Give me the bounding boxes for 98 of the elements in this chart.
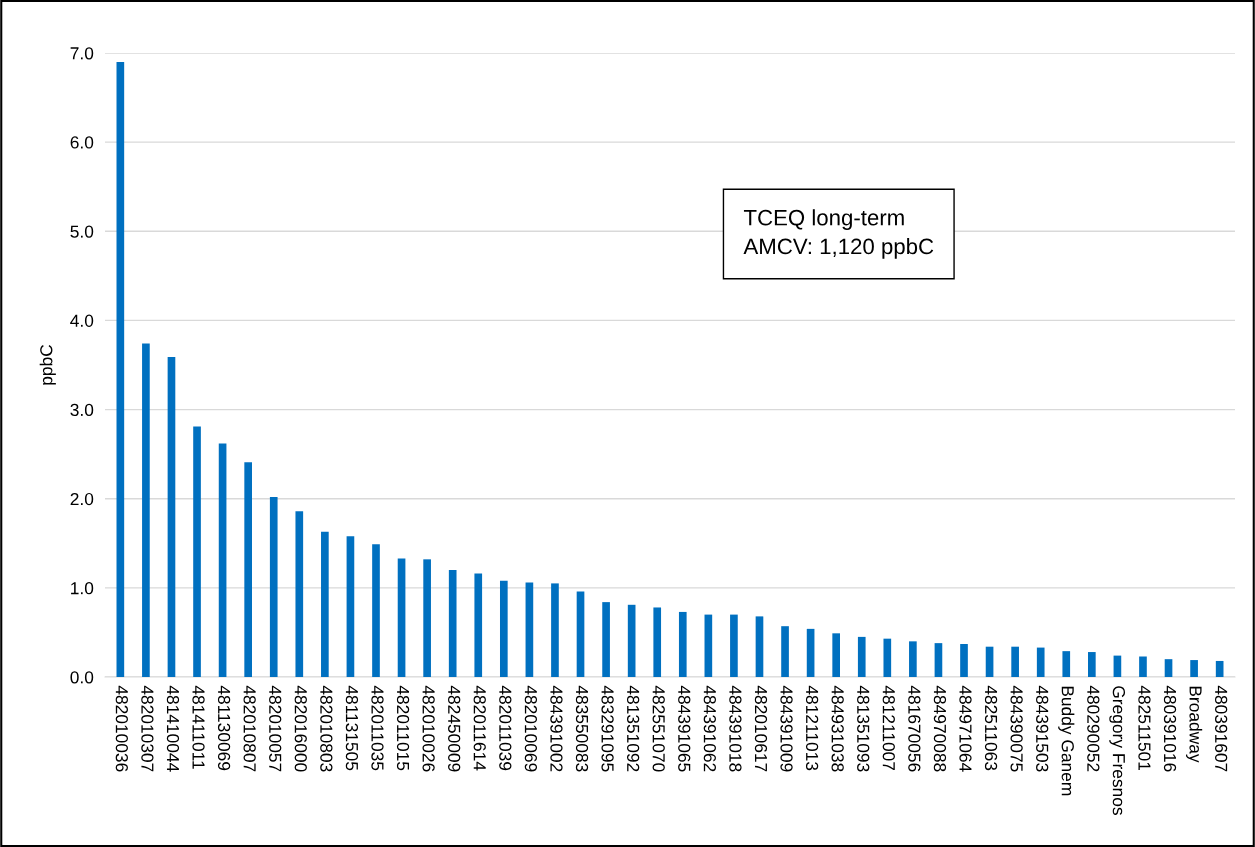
bar xyxy=(346,536,355,677)
y-tick-label: 7.0 xyxy=(70,47,94,60)
bar xyxy=(372,544,380,677)
x-tick-label: 482010617 xyxy=(754,685,768,772)
x-tick-label: 482511063 xyxy=(984,685,998,771)
x-tick-label: 482450009 xyxy=(448,685,461,772)
bar xyxy=(857,636,866,677)
x-tick-label: 482010036 xyxy=(115,685,128,772)
x-tick-label: 482011015 xyxy=(396,685,410,771)
bar xyxy=(576,591,585,677)
bar xyxy=(321,531,329,677)
bar xyxy=(397,558,406,677)
y-tick-label: 2.0 xyxy=(70,492,94,506)
bar xyxy=(448,570,457,677)
x-tick-label: 484391018 xyxy=(729,685,742,772)
x-tick-label: 482016000 xyxy=(294,685,307,772)
x-tick-label: Buddy Ganem xyxy=(1058,686,1075,796)
bar xyxy=(193,426,201,677)
bar xyxy=(1215,660,1224,677)
bar xyxy=(678,611,687,677)
x-tick-label: 484391009 xyxy=(780,685,793,772)
bar xyxy=(1062,651,1071,677)
bar xyxy=(960,644,968,677)
x-tick-label: 480290052 xyxy=(1087,685,1100,772)
bar xyxy=(1139,656,1147,677)
x-tick-label: 480391016 xyxy=(1163,685,1177,772)
x-tick-label: 482010307 xyxy=(141,685,154,772)
y-tick-label: 3.0 xyxy=(70,403,94,417)
bar xyxy=(295,511,304,677)
bar xyxy=(781,626,789,677)
x-tick-label: 484391002 xyxy=(550,685,563,772)
x-tick-label: 484931038 xyxy=(831,685,844,772)
bar xyxy=(142,343,150,677)
bar xyxy=(806,628,815,677)
y-tick-label: 0.0 xyxy=(70,671,94,684)
x-tick-label: 482010026 xyxy=(422,685,435,772)
bar xyxy=(167,356,176,677)
bar xyxy=(730,614,738,677)
x-tick-label: 482511501 xyxy=(1138,685,1151,771)
bar xyxy=(883,638,892,677)
bar xyxy=(1088,652,1096,677)
x-tick-label: 484391503 xyxy=(1036,685,1049,772)
x-tick-label: 482011614 xyxy=(473,685,486,771)
x-tick-label: 484971064 xyxy=(959,685,972,772)
bar xyxy=(244,462,252,677)
x-tick-label: 483291095 xyxy=(601,685,614,772)
bar xyxy=(525,582,534,677)
x-tick-label: 481670056 xyxy=(908,685,921,772)
bar xyxy=(909,641,917,677)
x-tick-label: 484970088 xyxy=(933,685,947,772)
y-tick-label: 6.0 xyxy=(70,136,94,149)
x-tick-label: 481131505 xyxy=(345,685,359,771)
x-tick-label: 481351093 xyxy=(857,685,870,772)
bar xyxy=(602,602,610,677)
bar xyxy=(1113,655,1122,677)
x-tick-label: 481211013 xyxy=(805,685,819,771)
x-tick-label: 481351092 xyxy=(626,685,640,772)
bar xyxy=(474,573,483,677)
bar xyxy=(423,559,431,677)
x-tick-label: 484390075 xyxy=(1010,685,1023,772)
y-tick-label: 5.0 xyxy=(70,225,94,238)
x-tick-label: 481211007 xyxy=(882,685,895,771)
bar xyxy=(1011,646,1019,677)
x-tick-label: 482010069 xyxy=(524,685,538,772)
x-tick-label: 481130069 xyxy=(217,685,231,771)
bar xyxy=(499,580,508,677)
bar xyxy=(218,443,227,677)
bar xyxy=(934,643,943,677)
bar xyxy=(832,633,841,677)
bar xyxy=(1164,659,1173,677)
bar xyxy=(269,496,278,677)
annotation: TCEQ long-term AMCV: 1,120 ppbC xyxy=(743,209,934,259)
x-tick-label: Broadway xyxy=(1186,686,1203,763)
x-tick-label: 482551070 xyxy=(652,685,665,772)
y-tick-label: 1.0 xyxy=(71,582,94,595)
x-tick-label: 480391607 xyxy=(1215,685,1228,772)
x-tick-label: 481411011 xyxy=(192,685,205,769)
bar xyxy=(551,583,559,677)
bar xyxy=(627,604,636,677)
y-tick-label: 4.0 xyxy=(70,314,94,327)
bar xyxy=(116,61,125,677)
x-tick-label: Gregory Fresnos xyxy=(1109,686,1126,815)
bar xyxy=(1190,660,1198,677)
bar xyxy=(985,646,994,677)
x-tick-label: 484391065 xyxy=(678,685,691,772)
bar xyxy=(704,614,713,677)
x-tick-label: 482010803 xyxy=(320,685,333,772)
bar xyxy=(653,607,662,677)
x-tick-label: 481410044 xyxy=(166,685,180,772)
y-axis-title: ppbC xyxy=(39,344,56,385)
x-tick-label: 483550083 xyxy=(575,685,589,772)
x-tick-label: 484391062 xyxy=(703,685,716,772)
x-tick-label: 482010057 xyxy=(269,685,282,772)
x-tick-label: 482011039 xyxy=(499,685,512,771)
x-tick-label: 482010807 xyxy=(243,685,256,772)
bar xyxy=(1036,647,1045,677)
x-tick-label: 482011035 xyxy=(371,685,384,771)
bar xyxy=(755,616,764,677)
